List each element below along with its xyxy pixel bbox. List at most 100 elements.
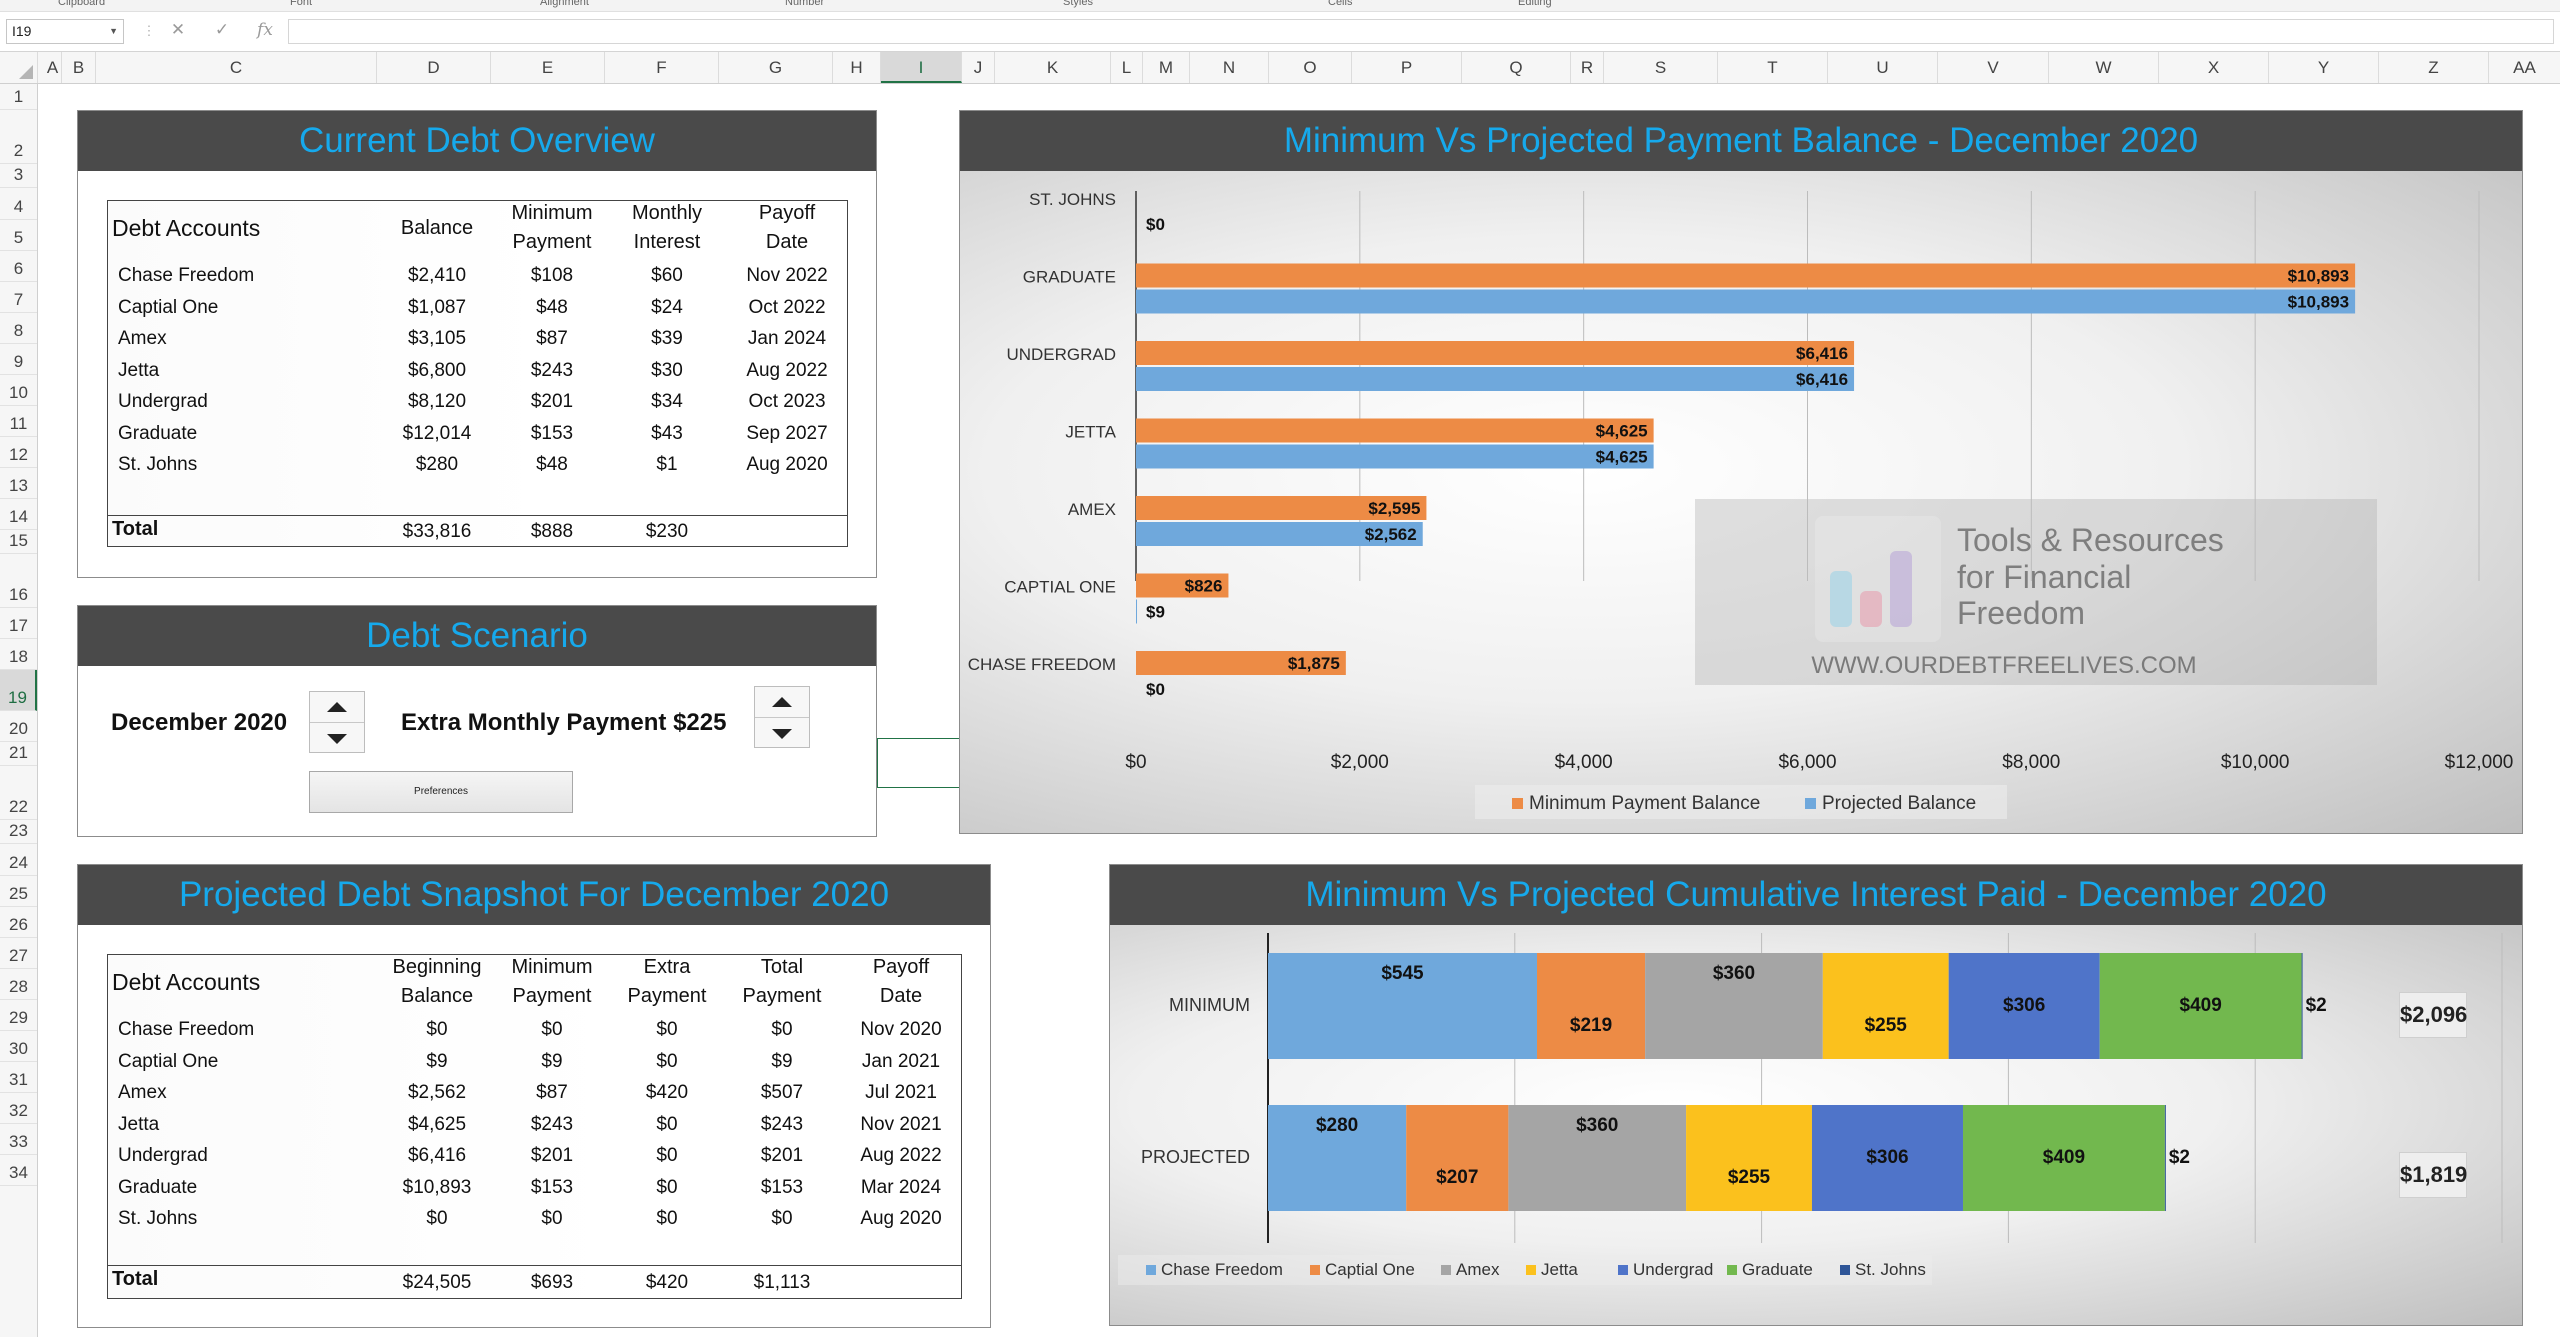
row-header-2[interactable]: 2 — [0, 110, 37, 164]
x-tick-label: $12,000 — [2445, 752, 2514, 773]
row-header-29[interactable]: 29 — [0, 1000, 37, 1031]
row-header-22[interactable]: 22 — [0, 766, 37, 820]
cell-balance: $280 — [415, 454, 459, 475]
column-header-d[interactable]: D — [377, 52, 491, 83]
column-header-w[interactable]: W — [2049, 52, 2159, 83]
column-header-l[interactable]: L — [1111, 52, 1143, 83]
column-header-j[interactable]: J — [962, 52, 995, 83]
column-header-b[interactable]: B — [62, 52, 96, 83]
row-header-16[interactable]: 16 — [0, 554, 37, 608]
row-header-10[interactable]: 10 — [0, 375, 37, 406]
row-header-15[interactable]: 15 — [0, 530, 37, 554]
month-down-button[interactable] — [310, 723, 364, 754]
name-box-value: I19 — [12, 23, 32, 39]
column-header-e[interactable]: E — [491, 52, 605, 83]
row-header-14[interactable]: 14 — [0, 499, 37, 530]
column-header-m[interactable]: M — [1143, 52, 1190, 83]
data-label: $0 — [1146, 215, 1165, 234]
ribbon-group-font[interactable]: Font — [290, 0, 313, 8]
column-header-s[interactable]: S — [1604, 52, 1718, 83]
cancel-x-icon[interactable]: ✕ — [170, 20, 186, 39]
column-header-o[interactable]: O — [1269, 52, 1352, 83]
row-header-27[interactable]: 27 — [0, 938, 37, 969]
column-header-i[interactable]: I — [881, 52, 962, 83]
row-header-7[interactable]: 7 — [0, 282, 37, 313]
extra-up-button[interactable] — [755, 687, 809, 718]
ribbon-group-clipboard[interactable]: Clipboard — [58, 0, 106, 8]
column-header-u[interactable]: U — [1828, 52, 1938, 83]
row-header-23[interactable]: 23 — [0, 820, 37, 844]
column-header-n[interactable]: N — [1190, 52, 1269, 83]
account-name: Captial One — [118, 1050, 219, 1072]
row-header-20[interactable]: 20 — [0, 711, 37, 742]
row-header-3[interactable]: 3 — [0, 164, 37, 188]
ribbon-group-cells[interactable]: Cells — [1328, 0, 1353, 8]
row-header-18[interactable]: 18 — [0, 639, 37, 670]
column-header-z[interactable]: Z — [2379, 52, 2489, 83]
ribbon-group-editing[interactable]: Editing — [1518, 0, 1552, 8]
column-header-a[interactable]: A — [44, 52, 62, 83]
row-header-11[interactable]: 11 — [0, 406, 37, 437]
row-header-17[interactable]: 17 — [0, 608, 37, 639]
extra-down-button[interactable] — [755, 718, 809, 749]
stack-segment — [2164, 1105, 2166, 1211]
row-header-31[interactable]: 31 — [0, 1062, 37, 1093]
account-name: Graduate — [118, 422, 198, 444]
select-all-button[interactable] — [0, 52, 38, 83]
row-header-9[interactable]: 9 — [0, 344, 37, 375]
column-header-q[interactable]: Q — [1462, 52, 1571, 83]
watermark-text: for Financial — [1957, 559, 2131, 595]
row-header-13[interactable]: 13 — [0, 468, 37, 499]
row-header-19[interactable]: 19 — [0, 670, 37, 711]
column-header-v[interactable]: V — [1938, 52, 2049, 83]
column-header-t[interactable]: T — [1718, 52, 1828, 83]
row-header-26[interactable]: 26 — [0, 907, 37, 938]
data-label: $360 — [1713, 963, 1755, 984]
column-header-k[interactable]: K — [995, 52, 1111, 83]
column-header-f[interactable]: F — [605, 52, 719, 83]
column-header-c[interactable]: C — [96, 52, 377, 83]
preferences-button[interactable]: Preferences — [309, 771, 573, 813]
enter-check-icon[interactable]: ✓ — [214, 20, 230, 39]
data-label: $255 — [1865, 1015, 1908, 1036]
column-header-aa[interactable]: AA — [2489, 52, 2560, 83]
column-header-y[interactable]: Y — [2269, 52, 2379, 83]
row-header-24[interactable]: 24 — [0, 844, 37, 876]
chevron-down-icon[interactable]: ▼ — [109, 26, 118, 36]
row-header-33[interactable]: 33 — [0, 1124, 37, 1155]
header-minimum-l2: Payment — [512, 231, 592, 253]
more-options-icon[interactable]: ⋮ — [142, 23, 156, 38]
column-header-h[interactable]: H — [833, 52, 881, 83]
row-header-1[interactable]: 1 — [0, 84, 37, 110]
column-header-x[interactable]: X — [2159, 52, 2269, 83]
account-name: Undergrad — [118, 391, 208, 412]
cell-balance: $3,105 — [407, 328, 467, 349]
month-up-button[interactable] — [310, 692, 364, 723]
row-header-12[interactable]: 12 — [0, 437, 37, 468]
ribbon-group-alignment[interactable]: Alignment — [540, 0, 589, 8]
row-header-34[interactable]: 34 — [0, 1155, 37, 1186]
name-box[interactable]: I19 ▼ — [6, 19, 124, 44]
column-header-p[interactable]: P — [1352, 52, 1462, 83]
row-header-4[interactable]: 4 — [0, 188, 37, 220]
row-header-21[interactable]: 21 — [0, 742, 37, 766]
data-label: $6,416 — [1796, 344, 1848, 363]
row-header-8[interactable]: 8 — [0, 313, 37, 344]
row-header-25[interactable]: 25 — [0, 876, 37, 907]
insert-function-icon[interactable]: fx — [257, 20, 273, 40]
bar-minimum — [1136, 341, 1855, 365]
ribbon-group-number[interactable]: Number — [785, 0, 825, 8]
row-header-30[interactable]: 30 — [0, 1031, 37, 1062]
row-header-28[interactable]: 28 — [0, 969, 37, 1000]
formula-input[interactable] — [288, 19, 2554, 44]
stack-segment — [1811, 1105, 1963, 1211]
column-header-g[interactable]: G — [719, 52, 833, 83]
cell-minimum: $108 — [530, 265, 574, 286]
ribbon-group-styles[interactable]: Styles — [1063, 0, 1093, 8]
column-header-r[interactable]: R — [1571, 52, 1604, 83]
row-header-6[interactable]: 6 — [0, 251, 37, 282]
stack-segment — [1406, 1105, 1509, 1211]
row-header-5[interactable]: 5 — [0, 220, 37, 251]
cell-payoff: Nov 2021 — [860, 1113, 942, 1135]
row-header-32[interactable]: 32 — [0, 1093, 37, 1124]
